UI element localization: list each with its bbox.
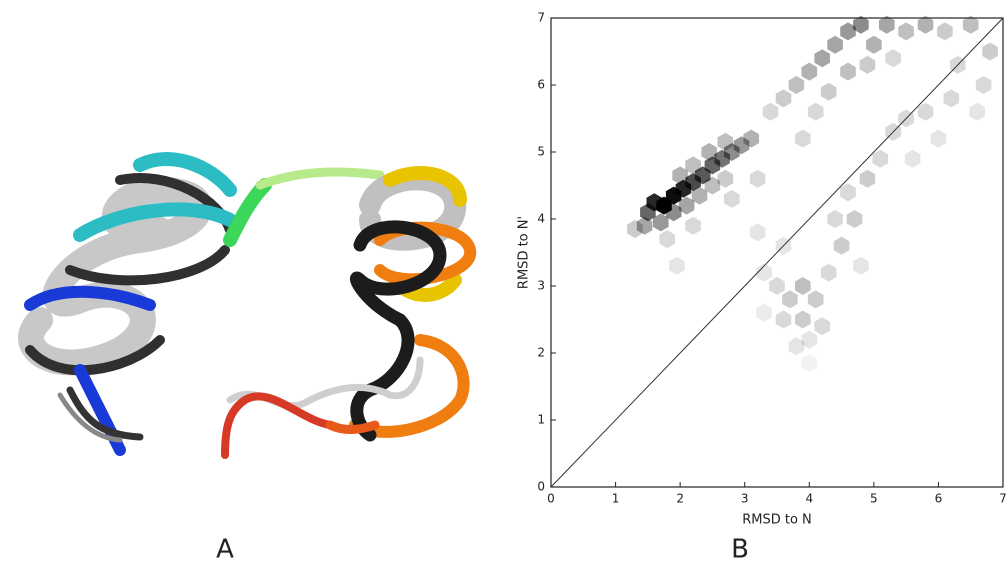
hexbin-cell — [833, 236, 850, 255]
hexbin-cell — [685, 216, 701, 235]
hexbin-cell — [743, 129, 759, 148]
hexbin-cell — [714, 149, 730, 168]
hexbin-cell — [788, 337, 805, 356]
hexbin-cell — [749, 223, 766, 242]
hexbin-cell — [717, 132, 734, 151]
hexbin-cell — [898, 22, 914, 41]
hexbin-cell — [665, 203, 682, 222]
x-tick-label: 5 — [870, 492, 878, 506]
plot-frame — [550, 17, 1004, 488]
hexbin-cell — [795, 129, 811, 148]
hexbin-cell — [866, 35, 882, 54]
panel-label: A — [216, 535, 234, 565]
hexbin-cell — [762, 102, 779, 121]
y-tick-label: 1 — [537, 413, 545, 427]
hexbin-cell — [840, 62, 856, 81]
hexbin-cell — [795, 310, 811, 329]
hexbin-cell — [678, 196, 695, 215]
hexbin-cell — [859, 169, 876, 188]
hexbin-cell — [840, 22, 856, 41]
hexbin-cell — [756, 303, 772, 322]
hexbin-cell — [636, 216, 653, 235]
hexbin-cell — [685, 156, 701, 175]
hexbin-cell — [853, 256, 869, 275]
hexbin-cell — [769, 277, 785, 295]
x-tick-label: 1 — [612, 492, 620, 506]
hexbin-cell — [917, 102, 934, 121]
hexbin-cell — [749, 169, 766, 188]
hexbin-cell — [982, 42, 998, 61]
hexbin-cell — [704, 176, 721, 195]
hexbin-cell — [724, 189, 740, 208]
hexbin-cell — [775, 310, 792, 329]
x-tick-label: 6 — [935, 492, 943, 506]
hexbin-cell — [801, 330, 818, 349]
hexbin-cell — [879, 15, 895, 34]
hexbin-cell — [717, 169, 734, 188]
hexbin-cell — [904, 149, 921, 168]
hexbin-plot: 0 1 2 3 4 5 6 7 0 1 2 3 4 5 6 7 RMSD to N RMSD to N' — [517, 11, 1007, 528]
hexbin-cell — [820, 82, 837, 101]
hexbin-cell — [975, 76, 992, 94]
hexbin-cell — [962, 15, 979, 34]
hexbin-cell — [885, 49, 901, 68]
panel-label: B — [731, 535, 749, 565]
y-tick-label: 5 — [537, 145, 545, 159]
x-tick-label: 4 — [805, 492, 813, 506]
hexbin-cell — [653, 213, 669, 232]
y-tick-label: 0 — [537, 480, 545, 494]
x-axis-label: RMSD to N — [742, 513, 812, 528]
hexbin-cell — [701, 143, 717, 161]
diagonal-line — [550, 17, 1004, 488]
hexbin-cell — [659, 230, 675, 249]
y-tick-label: 2 — [537, 346, 545, 360]
hexbin-cell — [969, 102, 985, 121]
y-tick-label: 4 — [537, 212, 545, 226]
hexbin-cell — [859, 55, 876, 74]
protein-ribbon — [18, 152, 477, 459]
x-tick-label: 7 — [999, 492, 1007, 506]
x-tick-label: 3 — [741, 492, 749, 506]
hexbin-cell — [801, 354, 818, 373]
hexbin-cell — [807, 102, 824, 121]
hexbin-cell — [872, 149, 889, 168]
hexbin-cell — [627, 220, 643, 238]
hexbin-cell — [801, 62, 818, 81]
hexbin-cell — [775, 89, 792, 108]
hexbin-cell — [807, 290, 824, 309]
hexbin-cell — [846, 210, 863, 228]
y-tick-label: 6 — [537, 78, 545, 92]
hexbin-cell — [814, 49, 830, 68]
hexbin-cell — [672, 166, 688, 185]
hexbin-cell — [827, 210, 843, 228]
hexbin-cell — [691, 186, 708, 205]
hexbin-cell — [782, 290, 798, 309]
hexbin-cell — [733, 136, 750, 155]
hexbin-cell — [827, 35, 843, 54]
hexbin-cell — [814, 317, 830, 336]
hexbin-cell — [724, 143, 740, 161]
hexbin-cell — [917, 15, 934, 34]
hexbin-cell — [669, 256, 685, 275]
hexbin-cell — [930, 129, 947, 148]
hexbin-cell — [937, 22, 953, 41]
hexbin-cell — [840, 183, 856, 202]
hexbin-cell — [788, 76, 805, 94]
hexbin-cell — [756, 263, 772, 282]
hexbin-cell — [820, 263, 837, 282]
hexbin-cell — [795, 277, 811, 295]
y-tick-label: 3 — [537, 279, 545, 293]
x-tick-label: 0 — [547, 492, 555, 506]
hexbin-cell — [943, 89, 960, 108]
y-axis-label: RMSD to N' — [517, 216, 532, 289]
hexbin-cell — [853, 15, 869, 34]
y-tick-label: 7 — [537, 11, 545, 25]
x-tick-label: 2 — [676, 492, 684, 506]
